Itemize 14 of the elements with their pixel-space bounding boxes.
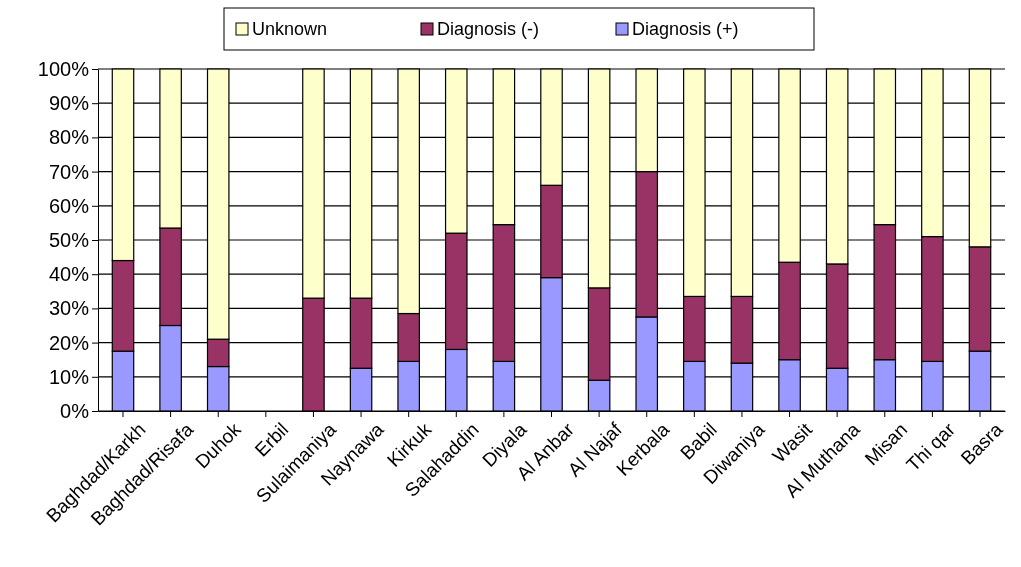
legend-label: Diagnosis (+)	[632, 19, 739, 39]
y-tick-label: 60%	[48, 194, 90, 217]
y-tick-label: 100%	[37, 57, 90, 80]
y-tick-label: 10%	[48, 365, 90, 388]
y-tick-label: 40%	[48, 263, 90, 286]
y-tick-label: 80%	[48, 126, 90, 149]
y-tick-label: 20%	[48, 331, 90, 354]
y-tick-label: 30%	[48, 297, 90, 320]
y-tick-label: 90%	[48, 92, 90, 115]
y-tick-label: 0%	[60, 399, 90, 422]
legend-label: Unknown	[252, 19, 328, 39]
y-tick-label: 70%	[48, 160, 90, 183]
y-tick-label: 50%	[48, 228, 90, 251]
legend-label: Diagnosis (-)	[437, 19, 540, 39]
